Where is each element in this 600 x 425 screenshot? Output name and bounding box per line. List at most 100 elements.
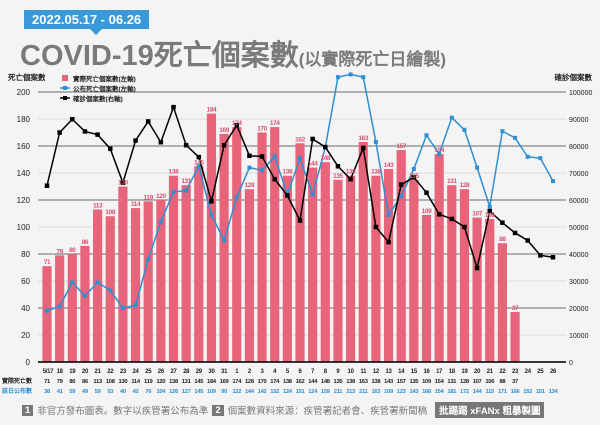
actual-deaths-value: 138 [283,379,293,385]
published-deaths-value: 166 [511,389,521,395]
y-left-tick-label: 160 [17,142,31,151]
y-left-tick-label: 80 [21,250,30,259]
y-left-tick-label: 200 [17,88,31,97]
published-deaths-point [335,75,340,80]
bar-actual-deaths [421,214,432,362]
y-left-tick-label: 40 [21,304,30,313]
published-deaths-value: 213 [346,389,356,395]
confirmed-cases-point [474,265,480,271]
bar-data-label: 169 [219,127,229,134]
x-tick-label: 30 [208,369,215,375]
x-tick-label: 19 [461,369,468,375]
published-deaths-point [70,280,75,285]
published-deaths-point [513,135,518,140]
bar-actual-deaths [409,179,419,362]
bar-actual-deaths [485,218,495,362]
x-tick-label: 14 [398,369,405,375]
actual-deaths-value: 131 [447,379,457,385]
x-tick-label: 5/17 [43,369,54,375]
y-right-axis-title: 確診個案數 [554,72,593,82]
published-deaths-point [462,127,467,132]
bar-actual-deaths [93,209,103,362]
bar-actual-deaths [497,243,507,362]
confirmed-cases-point [196,154,202,160]
confirmed-cases-point [108,146,113,151]
bar-data-label: 170 [257,126,267,133]
bar-actual-deaths [282,175,292,362]
actual-deaths-value: 148 [321,379,331,385]
actual-deaths-value: 135 [334,379,344,385]
actual-deaths-value: 71 [44,379,51,385]
actual-deaths-value: 107 [473,379,482,385]
published-deaths-value: 124 [308,389,318,395]
y-left-tick-label: 180 [17,115,31,124]
bar-actual-deaths [130,208,141,362]
bar-data-label: 114 [131,201,141,208]
actual-deaths-value: 138 [372,379,382,385]
y-right-tick-label: 20000 [569,306,589,313]
bar-data-label: 120 [156,193,166,200]
published-deaths-point [57,304,62,309]
published-deaths-value: 142 [258,389,267,395]
published-deaths-value: 154 [435,389,445,395]
confirmed-cases-point [44,183,50,188]
published-deaths-value: 115 [486,389,496,395]
confirmed-cases-point [234,122,239,128]
confirmed-cases-point [82,129,88,134]
bar-actual-deaths [232,127,242,362]
actual-deaths-value: 79 [57,379,64,385]
bar-actual-deaths [219,133,229,362]
bar-actual-deaths [295,143,305,362]
bar-data-label: 86 [82,239,89,246]
x-tick-label: 16 [423,369,430,375]
published-deaths-value: 171 [498,389,508,395]
bar-data-label: 113 [93,202,103,209]
published-deaths-value: 144 [245,389,255,395]
x-tick-label: 23 [120,369,127,375]
confirmed-cases-point [500,220,505,225]
actual-deaths-value: 114 [131,379,141,385]
bar-actual-deaths [270,127,280,362]
confirmed-cases-point [221,142,227,148]
row-label-published: 該日公布數 [2,387,32,395]
bar-data-label: 130 [118,180,128,187]
published-deaths-point [171,189,176,194]
bar-actual-deaths [510,312,520,362]
published-deaths-point [487,204,492,209]
actual-deaths-value: 80 [69,379,75,385]
bar-actual-deaths [459,189,470,362]
confirmed-cases-point [323,144,328,150]
confirmed-cases-point [361,145,366,151]
published-deaths-point [146,257,151,262]
actual-deaths-value: 162 [296,379,305,385]
x-tick-label: 24 [133,369,140,375]
published-deaths-value: 104 [156,389,166,395]
x-tick-label: 25 [537,369,544,375]
actual-deaths-value: 157 [397,379,406,385]
y-right-tick-label: 80000 [569,144,589,151]
actual-deaths-value: 120 [156,379,165,385]
published-deaths-point [500,129,505,134]
actual-deaths-value: 130 [119,379,128,385]
published-deaths-value: 90 [221,389,227,395]
confirmed-cases-point [398,182,404,187]
note-2: 個案數資料來源：疾管署記者會、疾管署新聞稿 [227,406,428,417]
published-deaths-value: 163 [372,389,382,395]
bar-data-label: 128 [460,182,470,189]
published-deaths-value: 38 [44,389,51,395]
published-deaths-point [247,165,252,170]
confirmed-cases-point [272,176,277,182]
confirmed-cases-point [259,154,265,159]
published-deaths-point [310,192,315,197]
published-deaths-value: 159 [321,389,331,395]
confirmed-cases-point [487,208,492,214]
confirmed-cases-point [145,119,151,124]
x-tick-label: 7 [311,369,315,375]
legend-label-actual: 實際死亡個案數(左軸) [73,74,136,83]
bar-actual-deaths [156,200,166,362]
x-tick-label: 23 [512,369,519,375]
x-tick-label: 6 [298,369,302,375]
y-left-tick-label: 20 [21,331,30,340]
actual-deaths-value: 88 [499,379,506,385]
